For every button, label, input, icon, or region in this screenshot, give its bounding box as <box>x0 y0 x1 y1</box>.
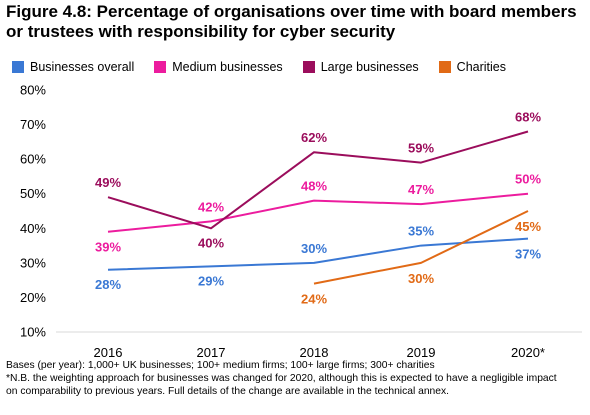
series-line-large-businesses <box>107 130 529 230</box>
legend-label-charities: Charities <box>456 60 506 74</box>
legend-item-businesses-overall: Businesses overall <box>12 60 134 74</box>
data-label: 37% <box>515 247 541 262</box>
data-label: 30% <box>301 241 327 256</box>
bases-note: Bases (per year): 1,000+ UK businesses; … <box>6 360 435 371</box>
data-label: 49% <box>95 175 121 190</box>
data-label: 35% <box>408 224 434 239</box>
data-label: 39% <box>95 240 121 255</box>
data-label: 45% <box>515 219 541 234</box>
data-label: 42% <box>198 199 224 214</box>
y-tick-label: 70% <box>20 117 46 132</box>
y-tick-label: 60% <box>20 152 46 167</box>
legend-swatch-businesses-overall <box>12 61 24 73</box>
series-line-medium-businesses <box>107 192 529 233</box>
legend-swatch-charities <box>438 61 451 73</box>
legend-swatch-large-businesses <box>302 61 315 73</box>
data-label: 68% <box>515 109 541 124</box>
legend-label-businesses-overall: Businesses overall <box>30 60 135 74</box>
y-tick-label: 80% <box>20 83 46 98</box>
data-label: 62% <box>301 130 327 145</box>
weighting-note-line-1: *N.B. the weighting approach for busines… <box>6 373 557 384</box>
chart-legend: Businesses overall Medium businesses Lar… <box>12 58 526 76</box>
x-tick-label: 2018 <box>300 345 329 360</box>
x-tick-label: 2016 <box>94 345 123 360</box>
y-tick-label: 50% <box>20 186 46 201</box>
chart-notes: Bases (per year): 1,000+ UK businesses; … <box>6 359 586 398</box>
series-line-businesses-overall <box>107 237 529 271</box>
y-tick-label: 20% <box>20 290 46 305</box>
y-tick-label: 30% <box>20 255 46 270</box>
legend-item-medium-businesses: Medium businesses <box>154 60 283 74</box>
data-label: 29% <box>198 273 224 288</box>
legend-swatch-medium-businesses <box>154 61 167 73</box>
line-chart: 10% 20% 30% 40% 50% 60% 70% 80% 2016 2017 2018 2019… <box>20 83 582 360</box>
x-tick-label: 2020* <box>511 345 545 360</box>
data-label: 30% <box>408 271 434 286</box>
chart-title: Figure 4.8: Percentage of organisations … <box>6 2 577 41</box>
legend-label-large-businesses: Large businesses <box>320 60 419 74</box>
legend-item-large-businesses: Large businesses <box>302 60 419 74</box>
legend-item-charities: Charities <box>438 60 506 74</box>
data-label: 47% <box>408 182 434 197</box>
data-label: 59% <box>408 141 434 156</box>
data-label: 50% <box>515 172 541 187</box>
x-tick-label: 2017 <box>197 345 226 360</box>
y-tick-label: 40% <box>20 221 46 236</box>
data-label: 24% <box>301 292 327 307</box>
data-label: 48% <box>301 179 327 194</box>
y-tick-label: 10% <box>20 325 46 340</box>
data-label: 40% <box>198 235 224 250</box>
series-line-charities <box>313 210 529 285</box>
legend-label-medium-businesses: Medium businesses <box>172 60 283 74</box>
weighting-note-line-2: on comparability to previous years. Full… <box>6 386 450 397</box>
data-label: 28% <box>95 277 121 292</box>
x-tick-label: 2019 <box>407 345 436 360</box>
